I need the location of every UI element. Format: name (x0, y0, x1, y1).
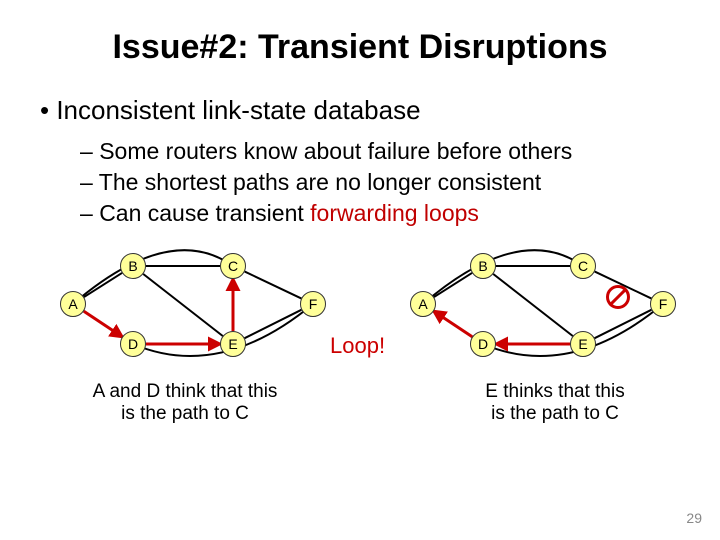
node-B: B (470, 253, 496, 279)
caption-right: E thinks that thisis the path to C (430, 381, 680, 425)
node-A: A (410, 291, 436, 317)
bullet-level1: • Inconsistent link-state database (40, 95, 690, 126)
graph-right: A B C D E F (410, 241, 710, 371)
node-A: A (60, 291, 86, 317)
node-B: B (120, 253, 146, 279)
bullet-level2-3: – Can cause transient forwarding loops (80, 198, 690, 229)
page-number: 29 (686, 510, 702, 526)
node-E: E (220, 331, 246, 357)
diagram-area: ABCDEF ABCDEF Loop! A and D think that t… (30, 241, 690, 421)
node-E: E (570, 331, 596, 357)
graph-left: A B C D E F (60, 241, 360, 371)
slide: Issue#2: Transient Disruptions • Inconsi… (0, 0, 720, 540)
bullet-l2-3-prefix: Can cause transient (99, 200, 310, 226)
node-F: F (300, 291, 326, 317)
bullet-l2-2-text: The shortest paths are no longer consist… (99, 169, 541, 195)
slide-title: Issue#2: Transient Disruptions (30, 28, 690, 67)
bullet-l2-3-highlight: forwarding loops (310, 200, 479, 226)
node-D: D (120, 331, 146, 357)
bullet-level2-1: – Some routers know about failure before… (80, 136, 690, 167)
bullet-l1-text: Inconsistent link-state database (56, 95, 420, 125)
node-C: C (220, 253, 246, 279)
bullet-l2-1-text: Some routers know about failure before o… (99, 138, 572, 164)
bullet-level2-2: – The shortest paths are no longer consi… (80, 167, 690, 198)
node-D: D (470, 331, 496, 357)
node-C: C (570, 253, 596, 279)
no-entry-icon (606, 285, 630, 309)
caption-left: A and D think that thisis the path to C (60, 381, 310, 425)
node-F: F (650, 291, 676, 317)
